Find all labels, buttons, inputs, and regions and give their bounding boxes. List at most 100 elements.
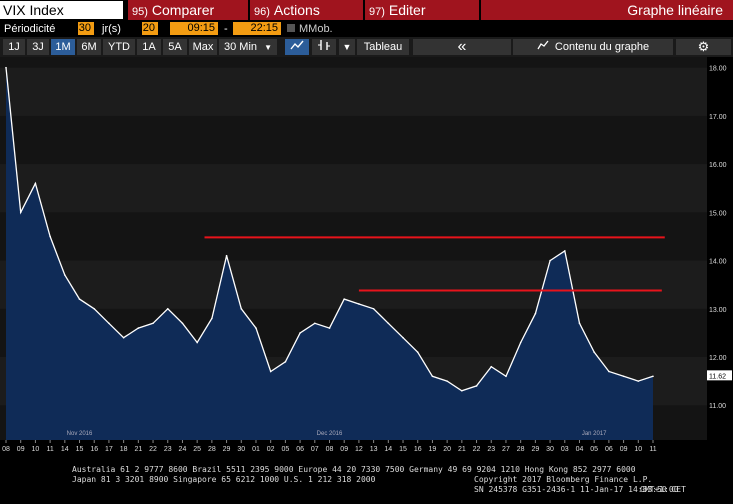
end-time-field[interactable]: 22:15 bbox=[233, 22, 281, 35]
vix-data-point bbox=[5, 66, 7, 69]
x-tick-label: 02 bbox=[267, 446, 275, 453]
period-bar: 1J 3J 1M 6M YTD 1A 5A Max 30 Min ▼ ▼ Tab… bbox=[0, 37, 733, 57]
vix-data-point bbox=[652, 375, 654, 378]
x-tick-label: 19 bbox=[429, 446, 437, 453]
period-1a[interactable]: 1A bbox=[137, 39, 161, 55]
x-tick-label: 18 bbox=[120, 446, 128, 453]
period-6m[interactable]: 6M bbox=[77, 39, 101, 55]
mmob-checkbox[interactable] bbox=[287, 24, 295, 32]
x-tick-label: 30 bbox=[546, 446, 554, 453]
table-button[interactable]: Tableau bbox=[357, 39, 409, 55]
vix-data-point bbox=[387, 322, 390, 325]
x-tick-label: 28 bbox=[517, 446, 525, 453]
compare-button[interactable]: 95) Comparer bbox=[128, 0, 248, 20]
x-tick-label: 25 bbox=[193, 446, 201, 453]
x-tick-label: 14 bbox=[384, 446, 392, 453]
x-axis-svg: 08 09 10 11 14 15 16 17 18 21 22 23 24 25 28 29 30 01 02 05… bbox=[2, 440, 657, 453]
chart-content-icon bbox=[537, 39, 549, 55]
month-label: Jan 2017 bbox=[582, 431, 607, 437]
interval-select[interactable]: 30 Min ▼ bbox=[219, 39, 277, 55]
x-tick-label: 05 bbox=[590, 446, 598, 453]
x-tick-label: 11 bbox=[46, 446, 53, 453]
x-tick-label: 06 bbox=[296, 446, 304, 453]
vix-data-point bbox=[225, 254, 228, 257]
vix-data-point bbox=[563, 250, 566, 252]
x-tick-label: 17 bbox=[105, 446, 113, 453]
x-tick-label: 10 bbox=[634, 446, 642, 453]
x-tick-label: 24 bbox=[179, 446, 187, 453]
x-tick-label: 15 bbox=[399, 446, 407, 453]
x-tick-label: 16 bbox=[90, 446, 98, 453]
periodicity-field[interactable]: 30 bbox=[78, 22, 94, 35]
line-chart-icon[interactable] bbox=[285, 39, 309, 55]
month-label: Dec 2016 bbox=[317, 431, 343, 437]
period-5a[interactable]: 5A bbox=[163, 39, 187, 55]
x-tick-label: 16 bbox=[414, 446, 422, 453]
x-tick-label: 29 bbox=[531, 446, 539, 453]
y-axis-svg: 18.00 17.00 16.00 15.00 14.00 13.00 12.00 11.00… bbox=[707, 66, 732, 410]
vix-data-point bbox=[255, 327, 257, 329]
x-tick-label: 22 bbox=[473, 446, 481, 453]
vix-data-point bbox=[108, 322, 110, 325]
x-tick-label: 08 bbox=[2, 446, 10, 453]
x-tick-label: 30 bbox=[237, 446, 245, 453]
footer-timezone: GMT+1:00 bbox=[640, 485, 679, 494]
vix-data-point bbox=[313, 322, 316, 325]
graph-type-button[interactable]: Graphe linéaire bbox=[481, 0, 733, 20]
collapse-panel-icon[interactable]: « bbox=[413, 39, 511, 55]
bar-type-icon[interactable] bbox=[312, 39, 336, 55]
period-max[interactable]: Max bbox=[189, 39, 217, 55]
actions-label: Actions bbox=[273, 2, 320, 18]
x-tick-label: 09 bbox=[620, 446, 628, 453]
vix-data-point bbox=[549, 259, 551, 262]
footer-contacts-2: Japan 81 3 3201 8900 Singapore 65 6212 1… bbox=[72, 475, 376, 484]
x-tick-label: 27 bbox=[502, 446, 510, 453]
vix-data-point bbox=[416, 351, 419, 353]
x-tick-label: 09 bbox=[340, 446, 348, 453]
vix-data-point bbox=[181, 322, 184, 325]
chart-content-button[interactable]: Contenu du graphe bbox=[513, 39, 673, 55]
chart-type-dropdown-icon[interactable]: ▼ bbox=[339, 39, 355, 55]
last-value-label: 11.62 bbox=[709, 373, 726, 380]
period-3j[interactable]: 3J bbox=[27, 39, 49, 55]
ticker-field[interactable]: VIX Index bbox=[0, 1, 123, 19]
x-tick-label: 11 bbox=[649, 446, 656, 453]
vix-data-point bbox=[196, 341, 198, 344]
edit-button[interactable]: 97) Editer bbox=[365, 0, 479, 20]
x-tick-label: 04 bbox=[576, 446, 584, 453]
y-tick-label: 17.00 bbox=[709, 114, 727, 121]
vix-data-point bbox=[343, 298, 346, 300]
start-time-field[interactable]: 09:15 bbox=[170, 22, 218, 35]
vix-area-fill bbox=[6, 67, 653, 440]
vix-data-point bbox=[78, 298, 81, 300]
vix-data-point bbox=[152, 322, 154, 325]
x-tick-label: 03 bbox=[561, 446, 569, 453]
vix-data-point bbox=[593, 351, 595, 353]
period-1j[interactable]: 1J bbox=[3, 39, 25, 55]
settings-bar: Périodicité 30 jr(s) 20 09:15 - 22:15 MM… bbox=[0, 20, 733, 37]
period-1m[interactable]: 1M bbox=[51, 39, 75, 55]
x-tick-label: 22 bbox=[149, 446, 157, 453]
vix-data-point bbox=[372, 307, 375, 310]
footer-contacts-1: Australia 61 2 9777 8600 Brazil 5511 239… bbox=[72, 465, 636, 474]
plot-band bbox=[0, 67, 707, 116]
footer-serial: SN 245378 G351-2436-1 11-Jan-17 14:53:50… bbox=[474, 485, 686, 494]
x-tick-label: 07 bbox=[311, 446, 319, 453]
vix-data-point bbox=[622, 375, 625, 378]
vix-data-point bbox=[49, 235, 51, 238]
y-tick-label: 14.00 bbox=[709, 259, 727, 266]
x-tick-label: 12 bbox=[355, 446, 363, 453]
vix-data-point bbox=[637, 380, 640, 382]
secondary-field[interactable]: 20 bbox=[142, 22, 158, 35]
x-tick-label: 10 bbox=[32, 446, 40, 453]
x-tick-label: 23 bbox=[487, 446, 495, 453]
vix-data-point bbox=[299, 332, 301, 334]
vix-area-chart: Nov 2016 Dec 2016 Jan 2017 bbox=[0, 57, 707, 440]
y-tick-label: 15.00 bbox=[709, 210, 727, 217]
gear-icon[interactable]: ⚙ bbox=[676, 39, 731, 55]
actions-button[interactable]: 96) Actions bbox=[250, 0, 363, 20]
compare-label: Comparer bbox=[151, 2, 215, 18]
period-ytd[interactable]: YTD bbox=[103, 39, 135, 55]
plot-band bbox=[0, 260, 707, 309]
vix-data-point bbox=[402, 336, 404, 339]
